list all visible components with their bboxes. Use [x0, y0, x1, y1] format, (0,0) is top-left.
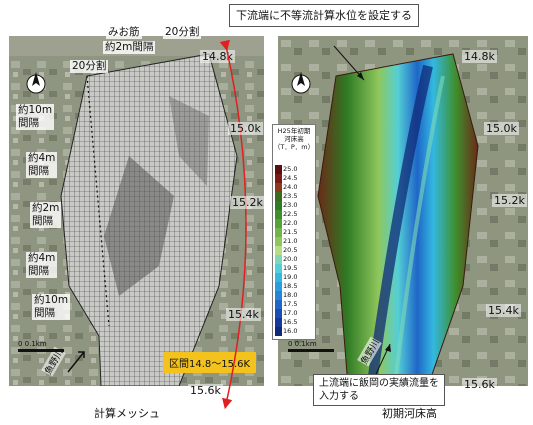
legend-level-label: 21.5 [283, 228, 298, 236]
legend-swatch [275, 255, 282, 264]
caption-initial-riverbed: 初期河床高 [382, 407, 437, 420]
legend-swatch [275, 273, 282, 282]
km-label-15-6: 15.6k [462, 378, 497, 391]
km-label-left-15-6: 15.6k [188, 384, 223, 397]
spacing-label-4m-lower: 約4m 間隔 [26, 252, 58, 278]
label-left-division: 20分割 [70, 60, 109, 73]
legend-level-label: 20.0 [283, 255, 298, 263]
km-label-left-15-2: 15.2k [230, 196, 265, 209]
legend-swatch [275, 237, 282, 246]
spacing-label-10m-bottom: 約10m 間隔 [32, 294, 71, 320]
km-label-left-15-4: 15.4k [226, 308, 261, 321]
label-mio-spacing: 約2m間隔 [103, 41, 156, 54]
km-label-15-0: 15.0k [484, 122, 519, 135]
legend-swatch [275, 174, 282, 183]
legend-swatch [275, 282, 282, 291]
legend-level-label: 22.0 [283, 219, 298, 227]
legend-swatch [275, 228, 282, 237]
legend-swatch [275, 210, 282, 219]
legend-level-label: 24.5 [283, 174, 298, 182]
legend-level-label: 21.0 [283, 237, 298, 245]
caption-computational-mesh: 計算メッシュ [94, 407, 160, 420]
legend-level-label: 18.0 [283, 291, 298, 299]
legend-level-label: 18.5 [283, 282, 298, 290]
north-arrow-left [25, 70, 47, 100]
section-extent-arrow [219, 40, 247, 410]
legend-level-label: 23.0 [283, 201, 298, 209]
callout-upstream-boundary: 上流端に飯岡の実績流量を入力する [313, 374, 445, 406]
elevation-legend: H25年初期河床高 （T．P．m） 25.0 24.5 24.0 23.5 23.0 22… [272, 124, 316, 340]
legend-level-label: 17.5 [283, 300, 298, 308]
legend-unit: （T．P．m） [273, 143, 315, 151]
label-mio-suji: みお筋 [106, 26, 142, 39]
north-arrow-right [290, 70, 312, 100]
callout-pointer-bottom [375, 343, 391, 375]
legend-level-label: 23.5 [283, 192, 298, 200]
legend-swatch [275, 219, 282, 228]
legend-level-label: 20.5 [283, 246, 298, 254]
legend-swatch [275, 309, 282, 318]
legend-swatch [275, 246, 282, 255]
legend-level-label: 16.0 [283, 327, 298, 335]
legend-level-label: 25.0 [283, 165, 298, 173]
legend-swatch [275, 165, 282, 174]
legend-level-label: 22.5 [283, 210, 298, 218]
km-label-15-2: 15.2k [492, 194, 527, 207]
legend-level-label: 24.0 [283, 183, 298, 191]
legend-level-label: 19.5 [283, 264, 298, 272]
km-label-left-15-0: 15.0k [228, 122, 263, 135]
legend-swatch [275, 318, 282, 327]
flow-arrow-left [64, 348, 90, 378]
scale-bar-left: 0 0.1km [18, 340, 64, 352]
km-label-15-4: 15.4k [486, 304, 521, 317]
callout-downstream-boundary: 下流端に不等流計算水位を設定する [229, 4, 419, 27]
callout-pointer-top [333, 45, 365, 81]
spacing-label-2m: 約2m 間隔 [30, 202, 62, 228]
legend-level-label: 19.0 [283, 273, 298, 281]
legend-swatch [275, 183, 282, 192]
legend-swatch [275, 192, 282, 201]
spacing-label-4m-upper: 約4m 間隔 [26, 152, 58, 178]
legend-level-label: 16.5 [283, 318, 298, 326]
legend-swatch [275, 327, 282, 336]
legend-swatch [275, 201, 282, 210]
scale-bar-right: 0 0.1km [288, 340, 334, 352]
legend-level-label: 17.0 [283, 309, 298, 317]
legend-rows: 25.0 24.5 24.0 23.5 23.0 22.5 22.0 21.5 21.0 20.5… [273, 165, 315, 337]
spacing-label-10m-top: 約10m 間隔 [16, 104, 55, 130]
label-right-division: 20分割 [163, 26, 202, 39]
legend-title: H25年初期河床高 [277, 127, 311, 143]
km-label-14-8: 14.8k [462, 50, 497, 63]
initial-riverbed-panel [278, 36, 528, 386]
legend-swatch [275, 264, 282, 273]
legend-swatch [275, 300, 282, 309]
legend-swatch [275, 291, 282, 300]
